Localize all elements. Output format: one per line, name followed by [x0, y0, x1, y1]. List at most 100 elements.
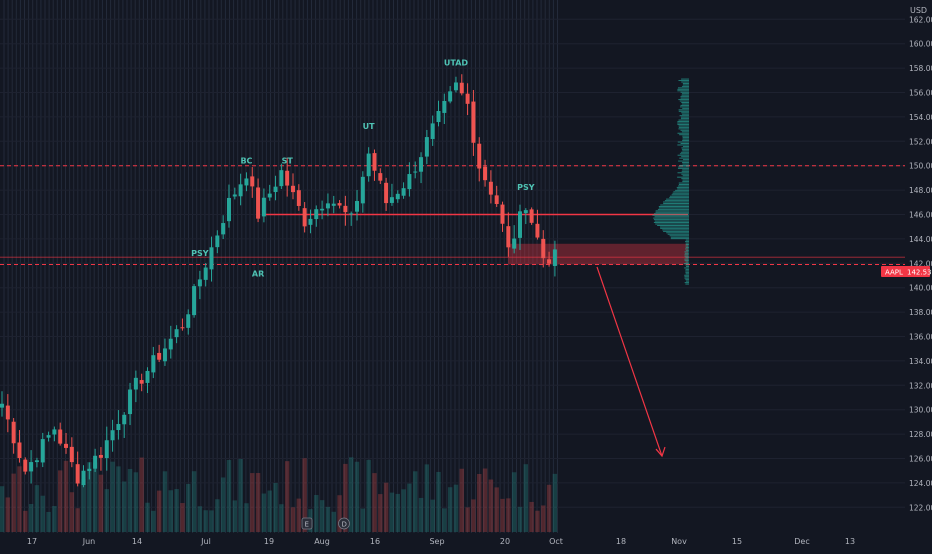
projection-arrow-head — [655, 446, 666, 458]
candle-body — [93, 455, 98, 469]
volume-bar — [290, 507, 296, 532]
volume-bar — [337, 495, 342, 532]
currency-label: USD — [910, 6, 927, 15]
candle-body — [529, 209, 534, 223]
volume-bar — [319, 500, 325, 532]
volume-bar — [46, 511, 51, 532]
price-tick-label: 136.00 — [909, 333, 932, 342]
wyckoff-label: UT — [363, 122, 375, 131]
candle-body — [291, 185, 295, 193]
time-tick-label: 17 — [27, 537, 37, 546]
volume-bar — [58, 470, 63, 532]
volume-bar — [523, 464, 528, 532]
badge-symbol: AAPL — [885, 269, 903, 277]
candle-body — [552, 249, 557, 267]
indicator-icons[interactable]: E D — [301, 517, 350, 530]
price-tick-label: 124.00 — [909, 479, 932, 488]
volume-bar — [465, 507, 470, 532]
candle-body — [337, 203, 342, 206]
volume-bar — [442, 508, 447, 532]
volume-bar — [267, 490, 272, 532]
volume-bar — [413, 471, 418, 532]
dividend-icon[interactable] — [338, 517, 350, 530]
volume-bar — [215, 499, 220, 532]
volume-bar — [517, 506, 523, 532]
time-tick-label: 16 — [370, 537, 380, 546]
time-axis[interactable]: 17 Jun 14 Jul 19 Aug 16 Sep 20 Oct 18 Nov 15 Dec 13 — [27, 537, 855, 546]
candle-body — [17, 442, 22, 458]
earnings-icon[interactable] — [301, 517, 313, 530]
candle-body — [215, 235, 220, 248]
volume-bar — [302, 458, 307, 532]
volume-profile — [652, 78, 689, 285]
candle-body — [52, 429, 57, 435]
volume-bar — [203, 510, 208, 532]
candle-body — [366, 153, 371, 177]
candle-body — [64, 443, 69, 448]
volume-bar — [459, 468, 464, 532]
time-tick-label: 19 — [264, 537, 274, 546]
candle-body — [477, 143, 482, 169]
candle-body — [244, 178, 249, 186]
volume-bar — [407, 483, 412, 532]
candle-body — [256, 187, 261, 219]
earnings-icon-glyph: E — [305, 521, 309, 529]
candle-body — [87, 468, 92, 472]
volume-bar — [11, 473, 16, 532]
candle-body — [407, 174, 412, 190]
volume-bar — [52, 506, 57, 532]
candle-body — [535, 223, 540, 238]
candle-body — [494, 195, 499, 204]
candle-body — [180, 327, 185, 329]
candle-body — [308, 218, 313, 225]
price-tick-label: 140.00 — [909, 284, 932, 293]
time-tick-label: Aug — [314, 537, 330, 546]
candle-body — [500, 204, 505, 224]
candle-body — [355, 201, 360, 212]
volume-bar — [511, 472, 517, 532]
volume-bar — [180, 503, 185, 532]
time-tick-label: Nov — [671, 537, 687, 546]
candles-layer[interactable] — [0, 74, 557, 488]
candle-body — [122, 414, 127, 425]
volume-bar — [535, 510, 540, 532]
demand-zone — [508, 243, 688, 265]
volume-bar — [343, 463, 348, 532]
candle-body — [46, 435, 51, 438]
volume-bar — [191, 471, 197, 532]
candle-body — [116, 423, 121, 431]
candle-body — [349, 213, 354, 215]
wyckoff-label: PSY — [191, 249, 209, 258]
wyckoff-label: BC — [240, 156, 252, 165]
volume-bar — [133, 472, 139, 532]
volume-bar — [325, 506, 331, 532]
time-tick-label: Jun — [82, 537, 96, 546]
candle-body — [267, 193, 272, 198]
volume-bar — [162, 471, 168, 532]
volume-bar — [261, 493, 267, 532]
price-axis[interactable]: 122.00 124.00 126.00 128.00 130.00 132.00 134.… — [909, 15, 932, 512]
volume-bar — [98, 474, 104, 532]
volume-bar — [349, 457, 354, 532]
wyckoff-label: ST — [282, 156, 294, 165]
candle-body — [541, 238, 546, 259]
candle-body — [186, 314, 191, 328]
volume-bar — [541, 505, 546, 532]
volume-bar — [238, 458, 243, 532]
price-tick-label: 154.00 — [909, 113, 932, 122]
wyckoff-label: PSY — [517, 183, 535, 192]
time-tick-label: 18 — [616, 537, 626, 546]
volume-bar — [244, 503, 249, 532]
volume-bar — [28, 503, 34, 532]
price-tick-label: 122.00 — [909, 503, 932, 512]
candle-body — [430, 123, 435, 139]
currency-label-group: USD — [910, 6, 927, 15]
candle-body — [459, 82, 464, 94]
candle-body — [453, 82, 458, 91]
candle-body — [343, 205, 348, 213]
volume-bar — [494, 487, 499, 532]
volume-bar — [552, 473, 558, 532]
candle-body — [11, 421, 16, 444]
